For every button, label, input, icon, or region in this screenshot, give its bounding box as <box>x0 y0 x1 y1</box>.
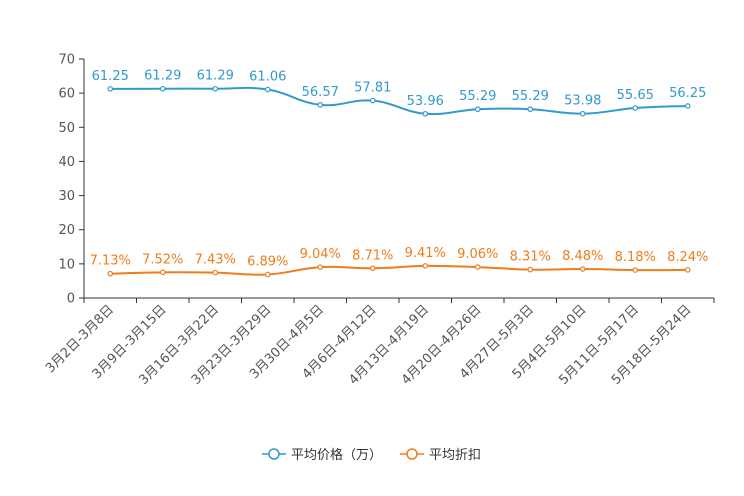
data-point[interactable] <box>422 263 429 269</box>
legend-item-avg-price[interactable]: 平均价格（万） <box>262 447 382 463</box>
data-point[interactable] <box>107 270 114 277</box>
data-point[interactable] <box>527 266 534 273</box>
data-point[interactable] <box>632 267 639 273</box>
data-point[interactable] <box>527 106 534 113</box>
data-point[interactable] <box>422 110 429 117</box>
data-point[interactable] <box>264 271 271 278</box>
data-label: 61.25 <box>92 69 129 84</box>
y-tick-label: 30 <box>58 189 75 204</box>
data-label: 8.24% <box>667 250 708 265</box>
legend-item-avg-discount[interactable]: 平均折扣 <box>400 448 481 463</box>
data-label: 8.48% <box>562 249 603 264</box>
data-label: 61.29 <box>197 69 234 84</box>
series-line <box>110 264 688 276</box>
legend-label: 平均价格（万） <box>291 447 382 463</box>
data-label: 9.41% <box>405 246 446 261</box>
legend[interactable]: 平均价格（万） 平均折扣 <box>262 447 481 463</box>
legend-marker-icon <box>268 448 280 460</box>
data-label: 55.65 <box>617 88 654 103</box>
data-label: 7.52% <box>142 252 183 267</box>
data-label: 56.57 <box>302 85 339 100</box>
data-point[interactable] <box>579 110 586 117</box>
y-tick-label: 0 <box>67 292 75 307</box>
data-point[interactable] <box>212 85 219 92</box>
y-tick-label: 20 <box>58 223 75 238</box>
data-point[interactable] <box>317 264 324 270</box>
data-point[interactable] <box>474 264 481 270</box>
data-label: 55.29 <box>512 89 549 104</box>
data-label: 8.31% <box>510 250 551 265</box>
y-tick-label: 60 <box>58 87 75 102</box>
y-tick-label: 40 <box>58 155 75 170</box>
y-tick-label: 50 <box>58 121 75 136</box>
y-tick-label: 70 <box>58 53 75 68</box>
data-point[interactable] <box>159 269 166 276</box>
data-label: 61.29 <box>144 69 181 84</box>
data-point[interactable] <box>369 265 376 272</box>
data-point[interactable] <box>474 106 481 113</box>
data-label: 6.89% <box>247 254 288 269</box>
series-layer: 61.25 61.29 61.29 61.06 56.57 57.81 53.96 55.29… <box>90 69 708 278</box>
data-point[interactable] <box>107 86 114 92</box>
data-point[interactable] <box>579 266 586 272</box>
data-point[interactable] <box>632 105 639 111</box>
series-avg-price: 61.25 61.29 61.29 61.06 56.57 57.81 53.96 55.29… <box>92 69 706 117</box>
y-tick-label: 10 <box>58 257 75 272</box>
data-label: 9.04% <box>300 247 341 262</box>
data-point[interactable] <box>684 267 691 273</box>
data-label: 53.98 <box>564 94 601 109</box>
series-avg-discount: 7.13% 7.52% 7.43% 6.89% 9.04% 8.71% 9.41% 9.06%… <box>90 246 708 278</box>
data-label: 61.06 <box>249 70 286 85</box>
data-label: 57.81 <box>354 81 391 96</box>
data-point[interactable] <box>369 97 376 104</box>
data-label: 8.71% <box>352 248 393 263</box>
data-label: 7.43% <box>195 253 236 268</box>
axes: 0102030405060703月2日-3月8日3月9日-3月15日3月16日-… <box>43 53 715 388</box>
data-label: 9.06% <box>457 247 498 262</box>
data-label: 7.13% <box>90 254 131 269</box>
data-point[interactable] <box>317 102 324 108</box>
data-label: 53.96 <box>407 94 444 109</box>
data-point[interactable] <box>684 103 691 109</box>
data-label: 56.25 <box>669 86 706 101</box>
data-point[interactable] <box>212 269 219 276</box>
legend-label: 平均折扣 <box>429 448 481 463</box>
legend-marker-icon <box>406 448 418 460</box>
data-label: 8.18% <box>615 250 656 265</box>
data-point[interactable] <box>159 85 166 92</box>
data-point[interactable] <box>264 86 271 93</box>
series-line <box>110 86 688 116</box>
data-label: 55.29 <box>459 89 496 104</box>
